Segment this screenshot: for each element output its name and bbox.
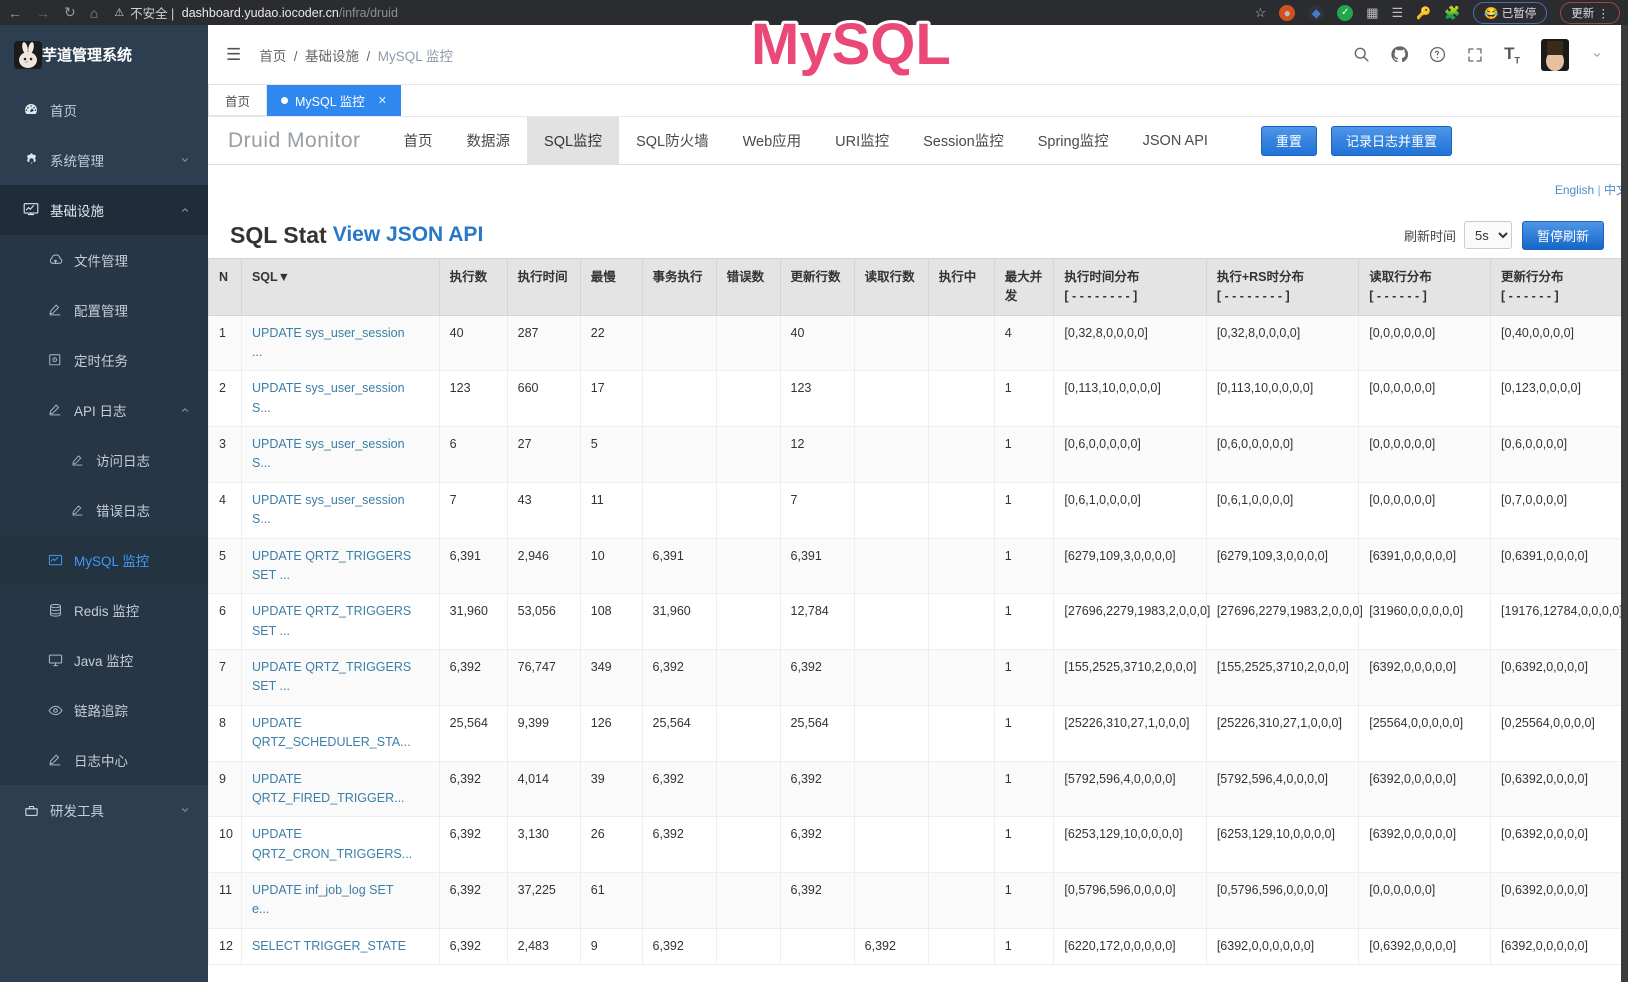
svg-text:MySQL: MySQL [751, 12, 951, 77]
